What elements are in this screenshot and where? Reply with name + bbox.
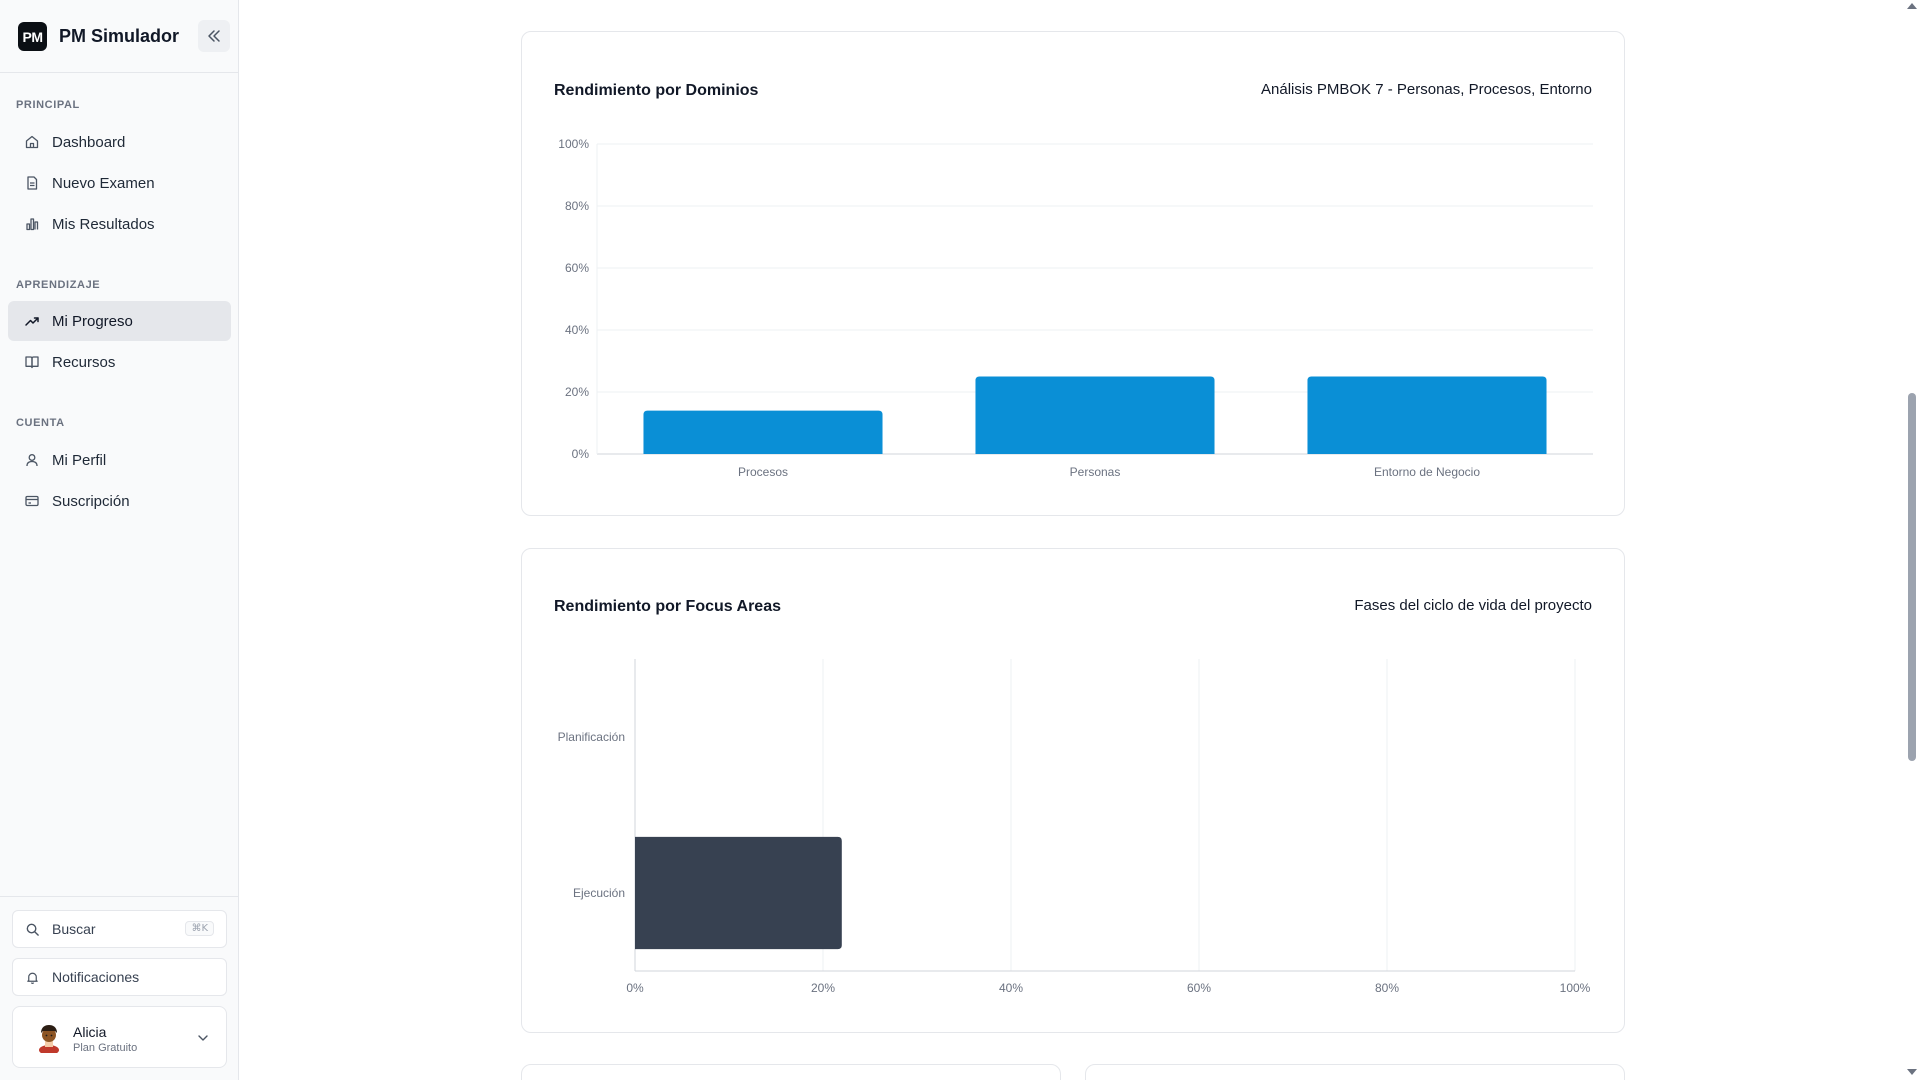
sidebar-item-label: Suscripción — [52, 492, 130, 510]
brand-logo: PM — [18, 22, 47, 51]
scrollbar-thumb[interactable] — [1908, 393, 1916, 761]
sidebar-item-label: Dashboard — [52, 133, 126, 151]
sidebar-item-label: Nuevo Examen — [52, 174, 155, 192]
user-name: Alicia — [73, 1024, 107, 1040]
domains-bar-chart: 0% 20% 40% 60% 80% 100% Procesos Personas Entorn… — [558, 137, 1593, 479]
document-icon — [27, 176, 38, 190]
section-label-cuenta: CUENTA — [16, 417, 65, 429]
y-tick-label: 40% — [565, 323, 589, 337]
domains-card: Rendimiento por Dominios Análisis PMBOK … — [521, 31, 1625, 516]
search-label: Buscar — [52, 921, 96, 937]
scroll-up-arrow[interactable] — [1907, 3, 1917, 9]
user-menu[interactable]: Alicia Plan Gratuito — [12, 1006, 227, 1068]
notifications-button[interactable]: Notificaciones — [12, 958, 227, 996]
search-button[interactable]: Buscar ⌘K — [12, 910, 227, 948]
avatar — [39, 1025, 59, 1053]
sidebar-item-nuevo-examen[interactable]: Nuevo Examen — [8, 163, 231, 203]
bottom-right-card — [1085, 1064, 1625, 1080]
sidebar-item-label: Mis Resultados — [52, 215, 155, 233]
x-tick-label: 0% — [626, 981, 644, 995]
domains-card-title: Rendimiento por Dominios — [554, 82, 759, 99]
x-tick-label: 60% — [1187, 981, 1211, 995]
sidebar-divider — [0, 72, 239, 73]
y-tick-label: 20% — [565, 385, 589, 399]
collapse-sidebar-button[interactable] — [198, 20, 230, 52]
search-shortcut: ⌘K — [185, 921, 214, 936]
y-tick-label: 100% — [558, 137, 589, 151]
sidebar-item-label: Mi Perfil — [52, 451, 107, 469]
sidebar: PM PM Simulador PRINCIPAL Dashboard Nuev… — [0, 0, 239, 1080]
x-tick-label: 100% — [1560, 981, 1591, 995]
section-label-principal: PRINCIPAL — [16, 99, 80, 111]
x-tick-label: Entorno de Negocio — [1374, 465, 1480, 479]
sidebar-item-suscripcion[interactable]: Suscripción — [8, 481, 231, 521]
section-label-aprendizaje: APRENDIZAJE — [16, 279, 101, 291]
y-tick-label: 60% — [565, 261, 589, 275]
focus-areas-card: Rendimiento por Focus Areas Fases del ci… — [521, 548, 1625, 1033]
x-tick-label: Procesos — [738, 465, 788, 479]
domains-card-subtitle: Análisis PMBOK 7 - Personas, Procesos, E… — [1261, 81, 1592, 98]
sidebar-item-recursos[interactable]: Recursos — [8, 342, 231, 382]
x-tick-label: 80% — [1375, 981, 1399, 995]
chevron-down-icon — [198, 1035, 208, 1041]
app-name: PM Simulador — [59, 26, 180, 46]
notifications-label: Notificaciones — [52, 969, 140, 985]
sidebar-item-mi-progreso[interactable]: Mi Progreso — [8, 301, 231, 341]
focus-areas-card-title: Rendimiento por Focus Areas — [554, 598, 781, 615]
x-tick-label: Personas — [1070, 465, 1121, 479]
brand[interactable]: PM PM Simulador — [18, 22, 179, 51]
y-tick-label: 0% — [572, 447, 590, 461]
scroll-down-arrow[interactable] — [1907, 1069, 1917, 1075]
trending-up-icon — [25, 317, 39, 326]
user-plan: Plan Gratuito — [73, 1042, 138, 1054]
sidebar-item-label: Recursos — [52, 353, 116, 371]
sidebar-item-dashboard[interactable]: Dashboard — [8, 122, 231, 162]
sidebar-bottom-divider — [0, 896, 239, 897]
chevrons-left-icon — [208, 30, 220, 42]
y-tick-label: 80% — [565, 199, 589, 213]
x-tick-label: 20% — [811, 981, 835, 995]
domain-bar — [1307, 376, 1547, 454]
home-icon — [25, 135, 39, 149]
domain-bar — [643, 410, 883, 454]
x-tick-label: 40% — [999, 981, 1023, 995]
bell-icon — [27, 972, 38, 984]
bottom-left-card — [521, 1064, 1061, 1080]
credit-card-icon — [25, 495, 39, 507]
bar-chart-icon — [26, 218, 39, 231]
user-icon — [26, 454, 38, 467]
domain-bar — [975, 376, 1215, 454]
sidebar-item-label: Mi Progreso — [52, 312, 133, 330]
focus-areas-card-subtitle: Fases del ciclo de vida del proyecto — [1354, 597, 1592, 614]
sidebar-item-mi-perfil[interactable]: Mi Perfil — [8, 440, 231, 480]
focus-area-bar — [635, 836, 842, 950]
search-icon — [26, 923, 39, 936]
y-tick-label: Planificación — [558, 730, 625, 744]
book-icon — [25, 356, 39, 369]
y-tick-label: Ejecución — [573, 886, 625, 900]
focus-areas-bar-chart: 0% 20% 40% 60% 80% 100% Planificación Ejecución — [558, 659, 1591, 995]
sidebar-item-mis-resultados[interactable]: Mis Resultados — [8, 204, 231, 244]
